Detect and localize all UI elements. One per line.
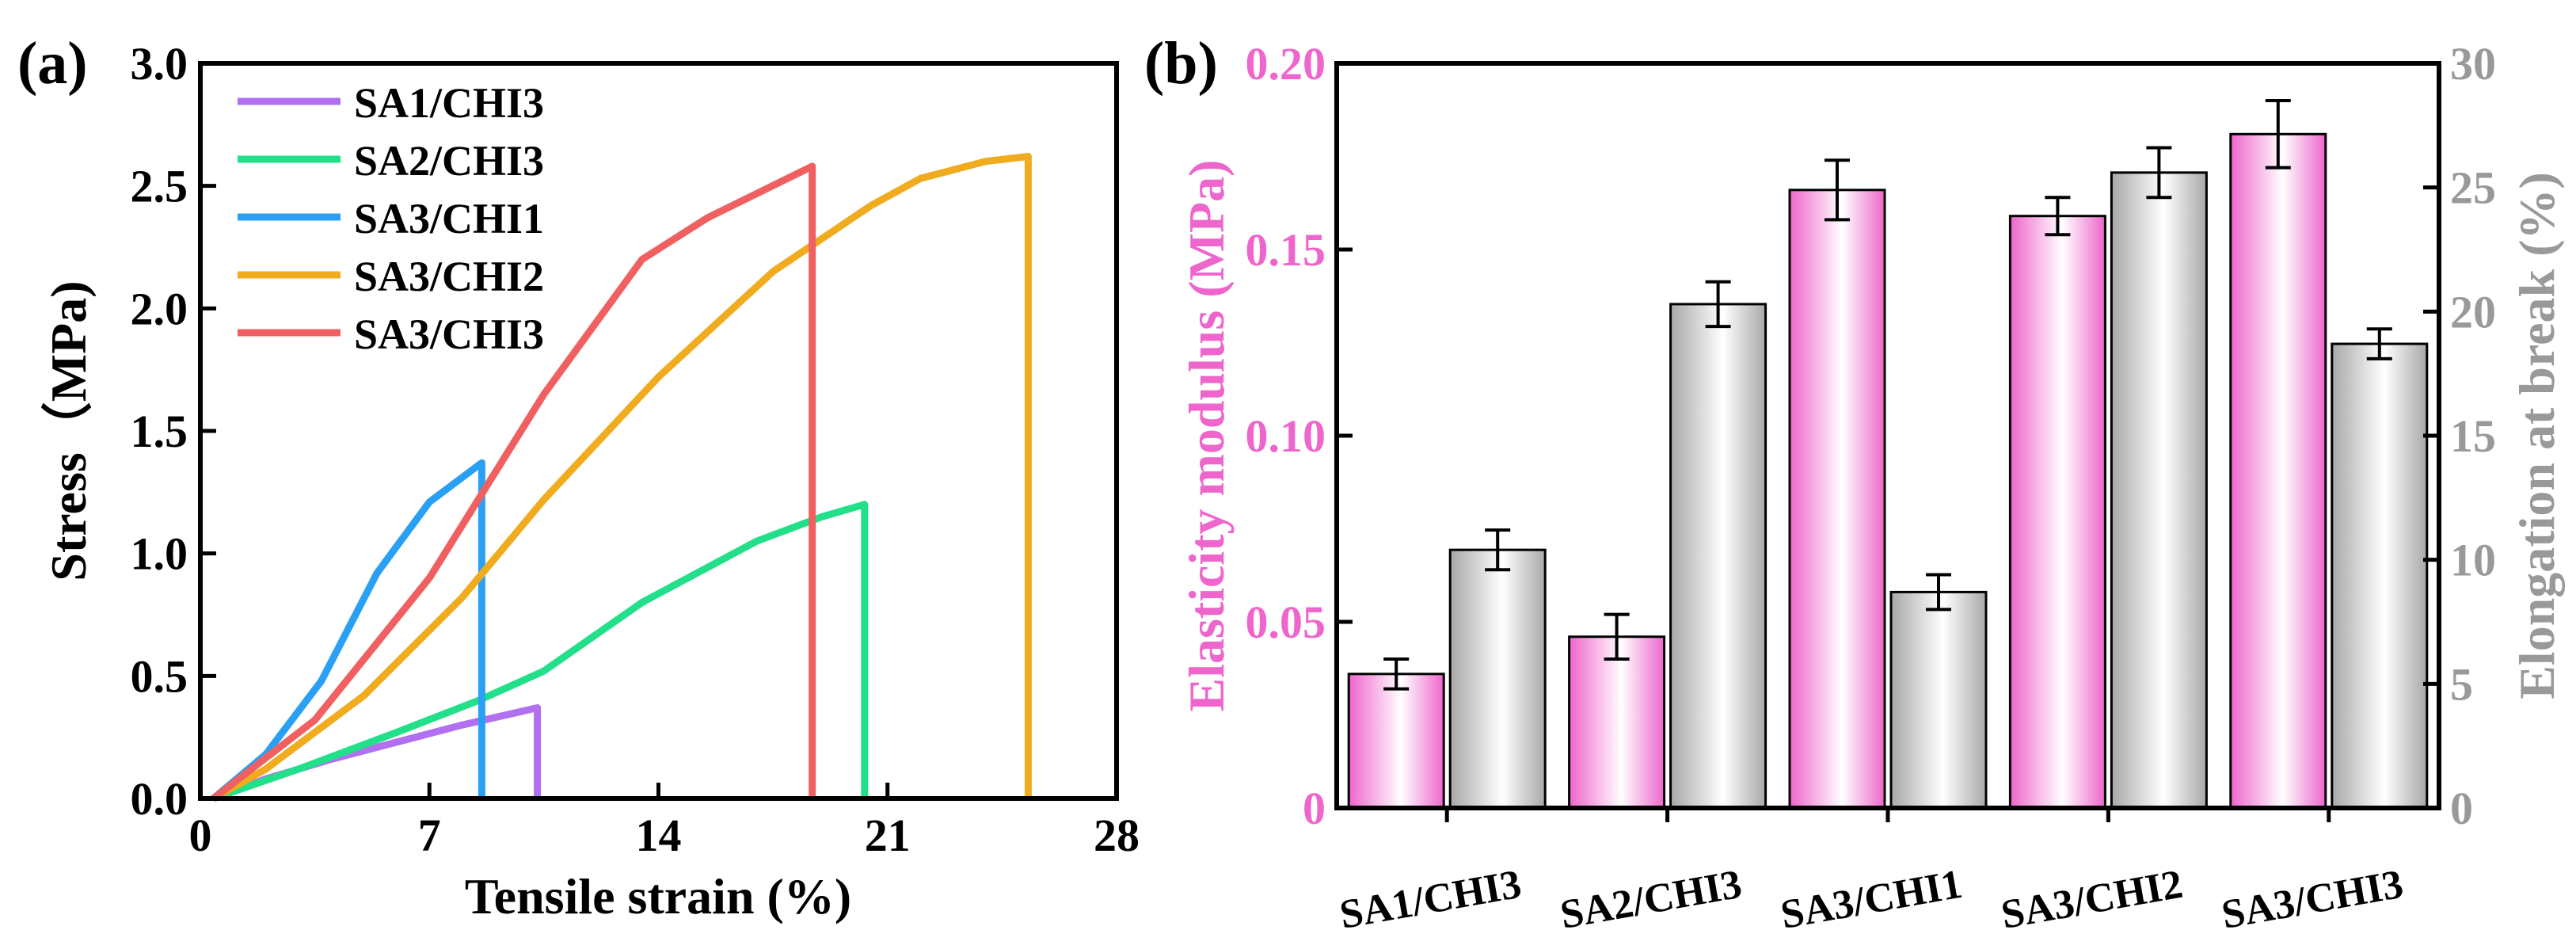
modulus-bar-4 bbox=[2229, 132, 2327, 810]
left-tick-label-1: 0.05 bbox=[1246, 596, 1326, 648]
right-tick-label-6: 30 bbox=[2450, 38, 2496, 90]
x-tick-label-2: 14 bbox=[636, 810, 682, 861]
panel-b-bars-group bbox=[1347, 99, 2429, 810]
category-label-4: SA3/CHI3 bbox=[2218, 862, 2407, 938]
y-tick-label-1: 0.5 bbox=[131, 650, 188, 702]
panel-a-legend: SA1/CHI3 SA2/CHI3 SA3/CHI1 SA3/CHI2 SA3/CHI3 bbox=[238, 79, 544, 358]
panel-b-left-axis-ticks: 0 0.05 0.10 0.15 0.20 bbox=[1246, 38, 1353, 834]
left-tick-label-2: 0.10 bbox=[1246, 410, 1326, 462]
panel-b-right-axis-ticks: 0 5 10 15 20 25 30 bbox=[2423, 38, 2496, 834]
x-tick-label-0: 0 bbox=[189, 810, 212, 861]
panel-b-category-labels: SA1/CHI3 SA2/CHI3 SA3/CHI1 SA3/CHI2 SA3/CHI3 bbox=[1337, 808, 2407, 938]
y-tick-label-5: 2.5 bbox=[131, 161, 188, 212]
x-tick-label-4: 28 bbox=[1094, 810, 1140, 861]
panel-b-right-axis-label: Elongation at break (%) bbox=[2509, 172, 2565, 699]
elongation-bar-2 bbox=[1889, 590, 1988, 810]
panel-a-ylabel: Stress（MPa) bbox=[40, 280, 97, 581]
category-label-2: SA3/CHI1 bbox=[1778, 862, 1966, 938]
elongation-bar-3 bbox=[2110, 171, 2208, 810]
category-label-1: SA2/CHI3 bbox=[1557, 862, 1745, 938]
x-tick-label-1: 7 bbox=[418, 810, 441, 861]
panel-b-label: (b) bbox=[1144, 30, 1218, 97]
series-line-3 bbox=[211, 153, 1032, 802]
y-tick-label-3: 1.5 bbox=[131, 406, 188, 457]
y-tick-label-4: 2.0 bbox=[131, 283, 188, 334]
left-tick-label-3: 0.15 bbox=[1246, 224, 1326, 276]
right-tick-label-5: 25 bbox=[2450, 162, 2496, 214]
legend-label-2: SA3/CHI1 bbox=[354, 195, 544, 242]
panel-a-line-chart: (a) 0.0 0.5 1.0 1.5 2.0 2.5 3.0 0 7 14 21 28 SA1/C… bbox=[17, 30, 1140, 924]
elongation-bar-1 bbox=[1669, 303, 1767, 810]
modulus-bar-2 bbox=[1788, 189, 1886, 810]
modulus-bar-1 bbox=[1568, 635, 1666, 810]
right-tick-label-1: 5 bbox=[2450, 658, 2473, 710]
right-tick-label-2: 10 bbox=[2450, 535, 2496, 586]
panel-b-bar-chart: (b) 0 0.05 0.10 0.15 0.20 0 5 10 15 20 25 30 SA1/C… bbox=[1144, 30, 2565, 938]
modulus-bar-0 bbox=[1347, 673, 1445, 810]
category-label-3: SA3/CHI2 bbox=[1998, 862, 2186, 938]
panel-b-left-axis-label: Elasticity modulus (MPa) bbox=[1178, 160, 1235, 712]
y-tick-label-2: 1.0 bbox=[131, 528, 188, 580]
legend-label-3: SA3/CHI2 bbox=[354, 253, 544, 300]
right-tick-label-3: 15 bbox=[2450, 410, 2496, 462]
y-tick-label-0: 0.0 bbox=[131, 773, 188, 825]
y-tick-label-6: 3.0 bbox=[131, 38, 188, 90]
panel-a-label: (a) bbox=[17, 30, 88, 97]
right-tick-label-0: 0 bbox=[2450, 783, 2473, 834]
left-tick-label-4: 0.20 bbox=[1246, 38, 1326, 90]
legend-label-1: SA2/CHI3 bbox=[354, 137, 544, 185]
right-tick-label-4: 20 bbox=[2450, 286, 2496, 337]
panel-a-xlabel: Tensile strain (%) bbox=[465, 868, 851, 924]
panel-a-series-group bbox=[211, 153, 1032, 802]
category-label-0: SA1/CHI3 bbox=[1337, 862, 1525, 938]
elongation-bar-0 bbox=[1448, 548, 1547, 810]
panel-a-y-ticks: 0.0 0.5 1.0 1.5 2.0 2.5 3.0 bbox=[131, 38, 216, 825]
panel-a-x-ticks: 0 7 14 21 28 bbox=[189, 783, 1140, 861]
left-tick-label-0: 0 bbox=[1303, 783, 1326, 834]
x-tick-label-3: 21 bbox=[865, 810, 911, 861]
series-line-1 bbox=[212, 501, 869, 802]
series-line-4 bbox=[211, 162, 816, 802]
legend-label-4: SA3/CHI3 bbox=[354, 311, 544, 358]
modulus-bar-3 bbox=[2008, 215, 2106, 810]
elongation-bar-4 bbox=[2331, 342, 2429, 810]
legend-label-0: SA1/CHI3 bbox=[354, 79, 544, 127]
